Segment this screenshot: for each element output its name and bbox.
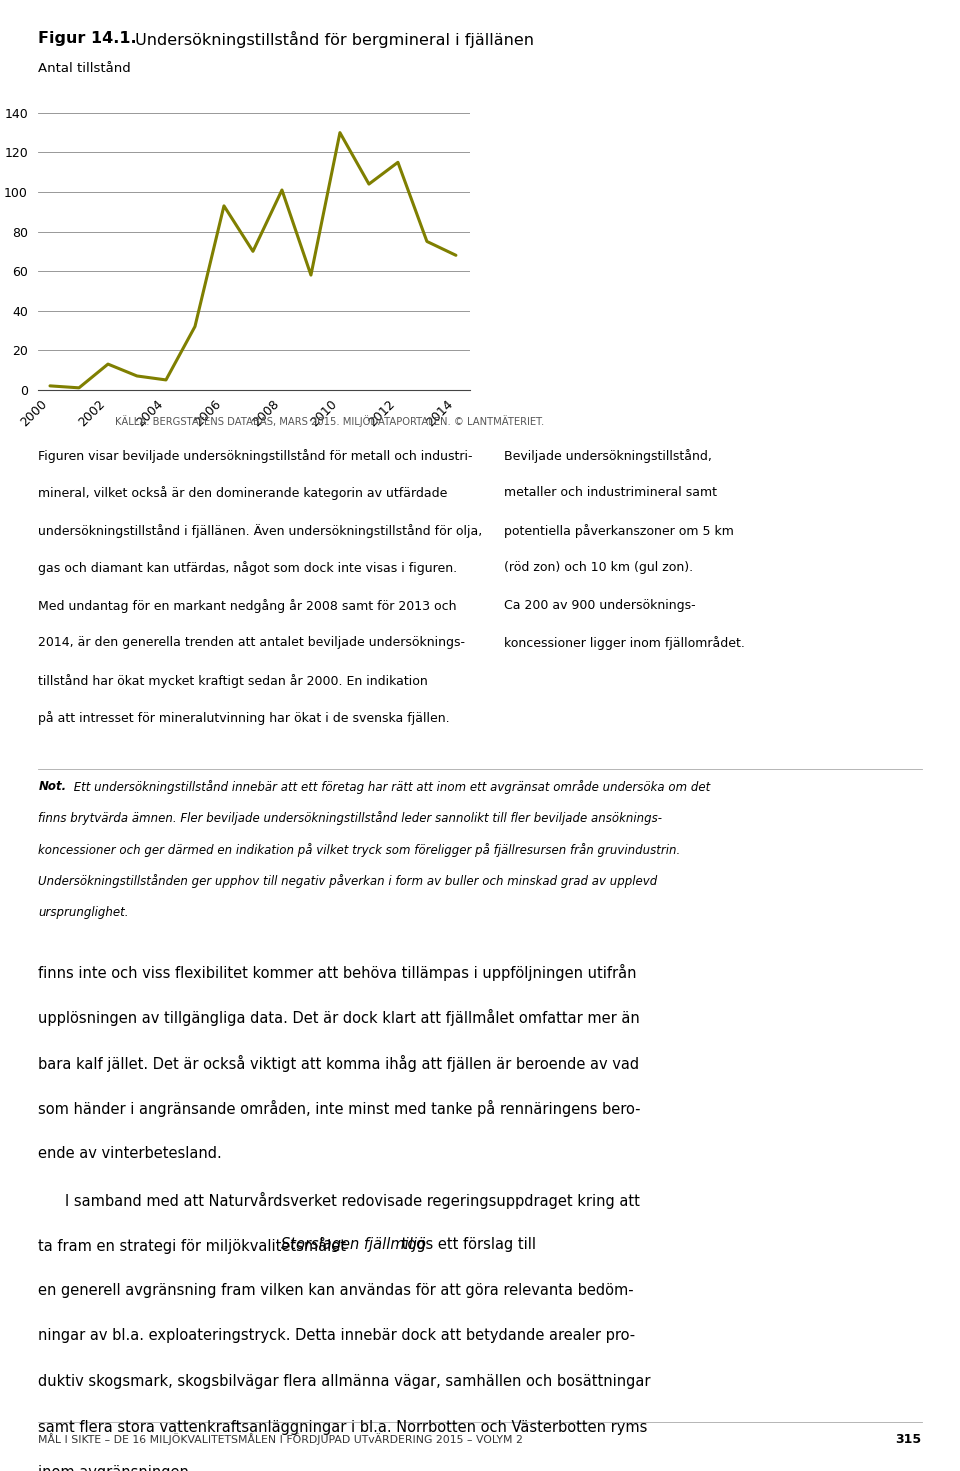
Text: 2014, är den generella trenden att antalet beviljade undersöknings-: 2014, är den generella trenden att antal… [38, 637, 466, 649]
Text: mineral, vilket också är den dominerande kategorin av utfärdade: mineral, vilket också är den dominerande… [38, 487, 447, 500]
Text: Med undantag för en markant nedgång år 2008 samt för 2013 och: Med undantag för en markant nedgång år 2… [38, 599, 457, 612]
Text: ta fram en strategi för miljökvalitetsmålet: ta fram en strategi för miljökvalitetsmå… [38, 1237, 351, 1255]
Text: potentiella påverkanszoner om 5 km: potentiella påverkanszoner om 5 km [504, 524, 733, 537]
Text: Antal tillstånd: Antal tillstånd [38, 62, 132, 75]
Text: koncessioner ligger inom fjällområdet.: koncessioner ligger inom fjällområdet. [504, 637, 745, 650]
Text: ningar av bl.a. exploateringstryck. Detta innebär dock att betydande arealer pro: ningar av bl.a. exploateringstryck. Dett… [38, 1328, 636, 1343]
Text: I samband med att Naturvårdsverket redovisade regeringsuppdraget kring att: I samband med att Naturvårdsverket redov… [65, 1192, 640, 1209]
Text: undersökningstillstånd i fjällänen. Även undersökningstillstånd för olja,: undersökningstillstånd i fjällänen. Även… [38, 524, 483, 537]
Text: Not.: Not. [38, 780, 66, 793]
Text: Undersökningstillstånd för bergmineral i fjällänen: Undersökningstillstånd för bergmineral i… [130, 31, 534, 49]
Text: finns brytvärda ämnen. Fler beviljade undersökningstillstånd leder sannolikt til: finns brytvärda ämnen. Fler beviljade un… [38, 812, 662, 825]
Text: finns inte och viss flexibilitet kommer att behöva tillämpas i uppföljningen uti: finns inte och viss flexibilitet kommer … [38, 964, 636, 981]
Text: gas och diamant kan utfärdas, något som dock inte visas i figuren.: gas och diamant kan utfärdas, något som … [38, 562, 458, 575]
Text: samt flera stora vattenkraftsanläggningar i bl.a. Norrbotten och Västerbotten ry: samt flera stora vattenkraftsanläggninga… [38, 1420, 648, 1434]
Text: Figuren visar beviljade undersökningstillstånd för metall och industri-: Figuren visar beviljade undersökningstil… [38, 449, 473, 462]
Text: metaller och industrimineral samt: metaller och industrimineral samt [504, 487, 717, 499]
Text: tillstånd har ökat mycket kraftigt sedan år 2000. En indikation: tillstånd har ökat mycket kraftigt sedan… [38, 674, 428, 687]
Text: koncessioner och ger därmed en indikation på vilket tryck som föreligger på fjäl: koncessioner och ger därmed en indikatio… [38, 843, 681, 856]
Text: ende av vinterbetesland.: ende av vinterbetesland. [38, 1146, 222, 1161]
Text: på att intresset för mineralutvinning har ökat i de svenska fjällen.: på att intresset för mineralutvinning ha… [38, 712, 450, 725]
Text: en generell avgränsning fram vilken kan användas för att göra relevanta bedöm-: en generell avgränsning fram vilken kan … [38, 1283, 634, 1297]
Text: Figur 14.1.: Figur 14.1. [38, 31, 137, 46]
Text: bara kalf jället. Det är också viktigt att komma ihåg att fjällen är beroende av: bara kalf jället. Det är också viktigt a… [38, 1055, 639, 1072]
Text: Beviljade undersökningstillstånd,: Beviljade undersökningstillstånd, [504, 449, 712, 462]
Text: Ett undersökningstillstånd innebär att ett företag har rätt att inom ett avgräns: Ett undersökningstillstånd innebär att e… [70, 780, 710, 793]
Text: Ca 200 av 900 undersöknings-: Ca 200 av 900 undersöknings- [504, 599, 696, 612]
Text: inom avgränsningen.: inom avgränsningen. [38, 1465, 194, 1471]
Text: duktiv skogsmark, skogsbilvägar flera allmänna vägar, samhällen och bosättningar: duktiv skogsmark, skogsbilvägar flera al… [38, 1374, 651, 1389]
Text: togs ett förslag till: togs ett förslag till [397, 1237, 537, 1252]
Text: ursprunglighet.: ursprunglighet. [38, 906, 129, 919]
Text: MÅL I SIKTE – DE 16 MILJÖKVALITETSMÅLEN I FÖRDJUPAD UTvÄRDERING 2015 – VOLYM 2: MÅL I SIKTE – DE 16 MILJÖKVALITETSMÅLEN … [38, 1433, 523, 1445]
Text: Storslagen fjällmiljö: Storslagen fjällmiljö [281, 1237, 426, 1252]
Text: Undersökningstillstånden ger upphov till negativ påverkan i form av buller och m: Undersökningstillstånden ger upphov till… [38, 874, 658, 888]
Text: som händer i angränsande områden, inte minst med tanke på rennäringens bero-: som händer i angränsande områden, inte m… [38, 1100, 641, 1118]
Text: upplösningen av tillgängliga data. Det är dock klart att fjällmålet omfattar mer: upplösningen av tillgängliga data. Det ä… [38, 1009, 640, 1027]
Text: (röd zon) och 10 km (gul zon).: (röd zon) och 10 km (gul zon). [504, 562, 693, 574]
Text: 315: 315 [896, 1433, 922, 1446]
Text: KÄLLA: BERGSTATENS DATABAS, MARS 2015. MILJÖDATAPORTALEN. © LANTMÄTERIET.: KÄLLA: BERGSTATENS DATABAS, MARS 2015. M… [115, 415, 544, 427]
